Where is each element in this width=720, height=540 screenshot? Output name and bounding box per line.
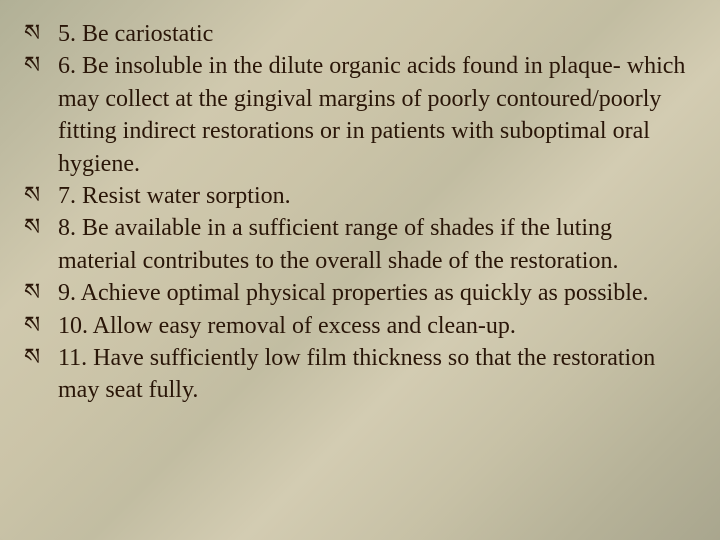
list-item: ས 6. Be insoluble in the dilute organic … — [20, 50, 692, 180]
list-item: ས 9. Achieve optimal physical properties… — [20, 277, 692, 309]
list-item-text: 5. Be cariostatic — [58, 21, 213, 47]
list-item-text: 7. Resist water sorption. — [58, 183, 291, 209]
bullet-list: ས 5. Be cariostatic ས 6. Be insoluble in… — [20, 18, 692, 407]
bullet-icon: ས — [24, 180, 40, 212]
list-item: ས 10. Allow easy removal of excess and c… — [20, 310, 692, 342]
bullet-icon: ས — [24, 50, 40, 82]
list-item-text: 11. Have sufficiently low film thickness… — [58, 345, 655, 403]
bullet-icon: ས — [24, 277, 40, 309]
slide: ས 5. Be cariostatic ས 6. Be insoluble in… — [0, 0, 720, 540]
list-item-text: 6. Be insoluble in the dilute organic ac… — [58, 53, 685, 176]
list-item: ས 5. Be cariostatic — [20, 18, 692, 50]
bullet-icon: ས — [24, 310, 40, 342]
list-item-text: 10. Allow easy removal of excess and cle… — [58, 313, 516, 339]
list-item: ས 11. Have sufficiently low film thickne… — [20, 342, 692, 407]
list-item: ས 7. Resist water sorption. — [20, 180, 692, 212]
list-item-text: 8. Be available in a sufficient range of… — [58, 215, 618, 273]
list-item: ས 8. Be available in a sufficient range … — [20, 212, 692, 277]
list-item-text: 9. Achieve optimal physical properties a… — [58, 280, 649, 306]
bullet-icon: ས — [24, 18, 40, 50]
bullet-icon: ས — [24, 212, 40, 244]
bullet-icon: ས — [24, 342, 40, 374]
